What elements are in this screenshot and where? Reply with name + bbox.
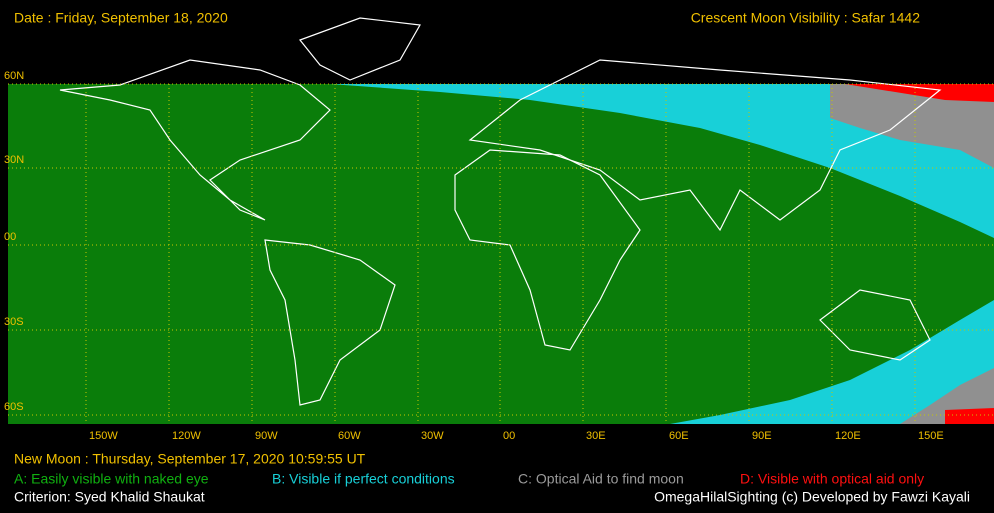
graticule: 60N 30N 00 30S 60S 150W 120W 90W 60W 30W 00 30E 60E 9…	[4, 70, 994, 442]
longitude-label: 150W	[89, 430, 118, 442]
date: Date : Friday, September 18, 2020	[14, 10, 228, 26]
longitude-label: 120E	[835, 430, 861, 442]
visibility-map	[8, 84, 994, 424]
zone-d-south	[945, 408, 994, 424]
longitude-label: 60E	[669, 430, 689, 442]
longitude-label: 60W	[338, 430, 361, 442]
longitude-label: 30W	[421, 430, 444, 442]
latitude-label: 00	[4, 231, 16, 243]
credit: OmegaHilalSighting (c) Developed by Fawz…	[654, 489, 970, 505]
longitude-label: 00	[503, 430, 515, 442]
title: Crescent Moon Visibility : Safar 1442	[691, 10, 921, 26]
zone-b-south	[670, 300, 994, 424]
latitude-label: 30S	[4, 316, 24, 328]
latitude-label: 60N	[4, 70, 24, 82]
longitude-label: 150E	[918, 430, 944, 442]
longitude-label: 120W	[172, 430, 201, 442]
zone-b-north	[330, 84, 994, 238]
zone-c-north	[830, 84, 994, 168]
latitude-label: 60S	[4, 401, 24, 413]
zone-d-north	[845, 84, 994, 102]
longitude-label: 90W	[255, 430, 278, 442]
criterion: Criterion: Syed Khalid Shaukat	[14, 489, 205, 505]
new-moon: New Moon : Thursday, September 17, 2020 …	[14, 451, 366, 467]
longitude-label: 90E	[752, 430, 772, 442]
legend-d: D: Visible with optical aid only	[740, 471, 924, 487]
latitude-label: 30N	[4, 154, 24, 166]
legend-c: C: Optical Aid to find moon	[518, 471, 684, 487]
coastlines	[59, 17, 942, 406]
legend-a: A: Easily visible with naked eye	[14, 471, 209, 487]
longitude-label: 30E	[586, 430, 606, 442]
legend-b: B: Visible if perfect conditions	[272, 471, 455, 487]
